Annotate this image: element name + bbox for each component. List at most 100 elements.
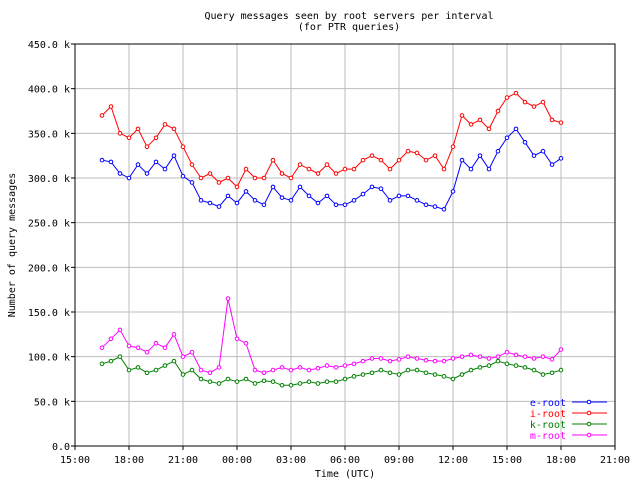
i-root-point xyxy=(198,175,204,181)
k-root-point xyxy=(306,379,312,384)
k-root-point xyxy=(540,372,546,377)
i-root-point xyxy=(117,131,123,136)
k-root-point xyxy=(243,376,249,382)
m-root-point xyxy=(414,356,420,361)
m-root-point xyxy=(315,365,321,371)
e-root-point xyxy=(144,171,150,176)
i-root-point xyxy=(504,95,510,100)
k-root-point xyxy=(387,370,393,376)
e-root-point xyxy=(243,189,249,194)
k-root-point xyxy=(99,361,105,367)
e-root-point xyxy=(378,186,384,192)
k-root-point xyxy=(279,382,285,388)
i-root-point xyxy=(279,171,285,176)
y-tick-label: 50.0 k xyxy=(34,397,70,408)
m-root-point xyxy=(342,363,348,368)
e-root-point xyxy=(432,204,438,209)
e-root-point xyxy=(315,200,321,206)
legend-label: e-root xyxy=(530,398,566,409)
i-root-point xyxy=(432,153,438,158)
x-tick-label: 15:00 xyxy=(60,455,90,466)
m-root-line xyxy=(101,298,562,374)
m-root-point xyxy=(279,365,285,370)
y-axis-label: Number of query messages xyxy=(7,173,18,318)
k-root-point xyxy=(486,363,492,368)
m-root-point xyxy=(216,365,222,370)
x-tick-label: 21:00 xyxy=(600,455,630,466)
i-root-point xyxy=(162,122,168,127)
k-root-point xyxy=(270,379,276,384)
e-root-point xyxy=(252,198,258,203)
m-root-point xyxy=(126,343,132,349)
i-root-point xyxy=(306,166,312,172)
chart-title: Query messages seen by root servers per … xyxy=(205,11,494,22)
e-root-point xyxy=(441,206,447,212)
m-root-point xyxy=(234,336,240,342)
k-root-point xyxy=(198,376,204,382)
k-root-series xyxy=(99,354,564,388)
k-root-point xyxy=(288,382,294,388)
m-root-point xyxy=(270,367,276,373)
m-root-point xyxy=(117,327,123,333)
i-root-point xyxy=(216,180,222,185)
y-tick-label: 250.0 k xyxy=(28,219,70,230)
i-root-point xyxy=(486,126,492,132)
m-root-point xyxy=(189,349,195,355)
e-root-point xyxy=(459,157,465,163)
e-root-point xyxy=(162,166,168,172)
e-root-point xyxy=(324,193,330,199)
k-root-point xyxy=(108,358,114,364)
i-root-point xyxy=(531,104,537,109)
m-root-point xyxy=(432,358,438,364)
e-root-point xyxy=(342,202,348,208)
e-root-point xyxy=(477,153,483,158)
x-tick-label: 18:00 xyxy=(114,455,144,466)
e-root-point xyxy=(117,171,123,176)
i-root-point xyxy=(522,99,528,105)
m-root-point xyxy=(360,358,366,364)
i-root-point xyxy=(351,166,357,172)
e-root-point xyxy=(306,193,312,199)
i-root-point xyxy=(342,166,348,172)
m-root-point xyxy=(450,356,456,361)
e-root-point xyxy=(108,159,114,165)
e-root-point xyxy=(126,175,132,181)
k-root-point xyxy=(432,372,438,377)
e-root-point xyxy=(504,135,510,141)
m-root-point xyxy=(297,365,303,370)
m-root-point xyxy=(180,354,186,359)
k-root-point xyxy=(504,361,510,367)
m-root-point xyxy=(522,354,528,359)
m-root-point xyxy=(306,367,312,373)
legend-label: k-root xyxy=(530,420,566,431)
e-root-point xyxy=(225,193,231,199)
k-root-line xyxy=(101,356,562,386)
m-root-point xyxy=(144,349,150,355)
m-root-point xyxy=(477,354,483,359)
i-root-point xyxy=(441,166,447,172)
e-root-point xyxy=(549,162,555,167)
i-root-series xyxy=(99,90,564,190)
i-root-point xyxy=(360,157,366,163)
x-tick-label: 12:00 xyxy=(438,455,468,466)
i-root-point xyxy=(261,175,267,181)
legend-label: m-root xyxy=(530,431,566,442)
e-root-point xyxy=(189,180,195,185)
m-root-point xyxy=(378,356,384,361)
k-root-point xyxy=(333,379,339,384)
m-root-point xyxy=(513,352,519,358)
m-root-point xyxy=(243,340,249,346)
k-root-point xyxy=(261,378,267,384)
m-root-point xyxy=(396,357,402,362)
k-root-point xyxy=(171,358,177,364)
i-root-point xyxy=(369,153,375,158)
m-root-point xyxy=(423,357,429,363)
legend-marker xyxy=(586,421,592,427)
i-root-point xyxy=(540,99,546,105)
m-root-series xyxy=(99,296,564,376)
k-root-point xyxy=(153,367,159,373)
legend-marker xyxy=(586,410,592,416)
e-root-point xyxy=(99,157,105,163)
